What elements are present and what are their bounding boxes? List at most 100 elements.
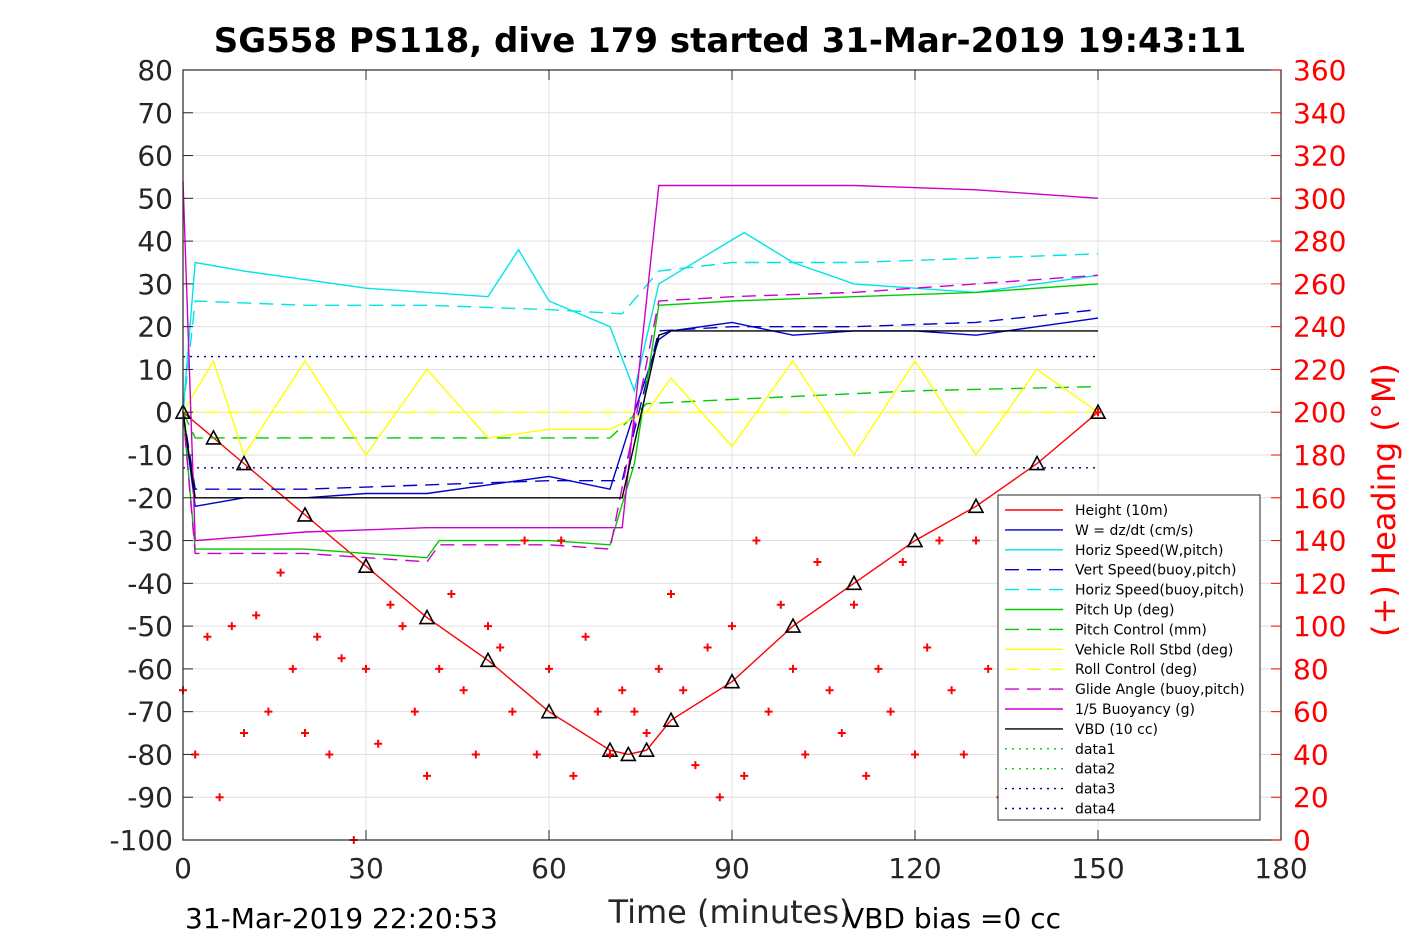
y2-tick-label: 40 [1293,738,1329,771]
series-line-5 [182,283,1099,559]
y2-tick-label: 320 [1293,140,1346,173]
y-tick-label: -70 [127,696,173,729]
legend-label: data2 [1075,762,1115,778]
y-tick-label: 30 [137,268,173,301]
height-marker [1028,454,1046,471]
heading-point [764,707,773,716]
heading-point [569,771,578,780]
footer-timestamp: 31-Mar-2019 22:20:53 [185,902,498,935]
height-marker [906,531,924,548]
heading-point [264,707,273,716]
y2-tick-label: 140 [1293,525,1346,558]
heading-point [679,686,688,695]
heading-point [959,750,968,759]
heading-point [947,686,956,695]
y-tick-label: 50 [137,182,173,215]
heading-point [593,707,602,716]
y2-tick-label: 0 [1293,824,1311,857]
y2-tick-label: 220 [1293,353,1346,386]
y2-tick-label: 180 [1293,439,1346,472]
heading-point [447,590,456,599]
series-line-7 [182,359,1099,457]
heading-point [874,664,883,673]
y2-tick-label: 60 [1293,696,1329,729]
legend-label: VBD (10 cc) [1075,722,1158,738]
heading-point [337,654,346,663]
legend-label: Vert Speed(buoy,pitch) [1075,563,1237,579]
heading-point [618,686,627,695]
legend-label: Horiz Speed(buoy,pitch) [1075,583,1244,599]
heading-point [801,750,810,759]
y-tick-label: -40 [127,567,173,600]
heading-point [654,664,663,673]
footer-vbd-bias: VBD bias =0 cc [845,902,1061,935]
height-marker [784,617,802,633]
series-line-9 [182,274,1099,563]
y2-tick-label: 200 [1293,396,1346,429]
legend: Height (10m) W = dz/dt (cm/s) Horiz Speed(… [997,494,1261,821]
y-tick-label: 60 [137,140,173,173]
x-tick-label: 60 [531,852,567,885]
heading-point [301,729,309,738]
heading-point [484,622,492,631]
heading-point [1094,408,1102,417]
heading-point [715,793,724,802]
heading-point [496,643,505,652]
height-marker [723,673,741,689]
y-tick-label: -50 [127,610,173,643]
y2-tick-label: 240 [1293,311,1346,344]
heading-point [630,707,639,716]
y-tick-label: 20 [137,311,173,344]
heading-point [215,793,224,802]
legend-label: Pitch Up (deg) [1075,603,1174,619]
heading-point [606,750,614,759]
y-tick-label: 10 [137,353,173,386]
series-line-10 [182,181,1099,542]
height-marker [662,711,680,728]
x-tick-label: 180 [1254,852,1307,885]
heading-point [898,557,907,566]
heading-point [837,729,846,738]
heading-point [557,536,566,545]
legend-label: Height (10m) [1075,503,1168,519]
heading-point [862,771,871,780]
heading-point [374,739,383,748]
x-tick-label: 120 [888,852,941,885]
series-line-11 [182,330,1098,499]
heading-point [752,536,761,545]
x-tick-label: 0 [174,852,192,885]
series-line-0 [182,411,1099,756]
y-tick-label: -10 [127,439,173,472]
heading-point [667,590,675,599]
height-marker [967,497,985,514]
heading-point [642,729,651,738]
heading-point [923,643,932,652]
y2-tick-label: 160 [1293,482,1346,515]
series-line-4 [182,253,1099,413]
legend-label: Glide Angle (buoy,pitch) [1075,682,1245,698]
heading-point [362,664,370,673]
series-layer [174,181,1107,762]
height-marker [540,702,558,719]
heading-point [703,643,712,652]
heading-point [240,729,248,738]
axis-ticks: 0 30 60 90 120 150 18080706050403020100-10-20-… [109,54,1346,885]
heading-point [471,750,480,759]
heading-point [520,536,529,545]
y-tick-label: -30 [127,525,173,558]
height-marker [357,557,375,574]
y-tick-label: 0 [155,396,173,429]
heading-point [313,632,322,641]
height-marker [205,429,222,445]
chart-title: SG558 PS118, dive 179 started 31-Mar-201… [214,21,1247,61]
heading-point [459,686,468,695]
y2-tick-label: 120 [1293,567,1346,600]
y2-tick-label: 340 [1293,97,1346,130]
heading-point [984,664,993,673]
heading-point [532,750,541,759]
height-marker [235,454,253,471]
heading-point [288,664,297,673]
height-marker [296,506,314,522]
y-tick-label: 70 [137,97,173,130]
height-marker [479,651,497,668]
